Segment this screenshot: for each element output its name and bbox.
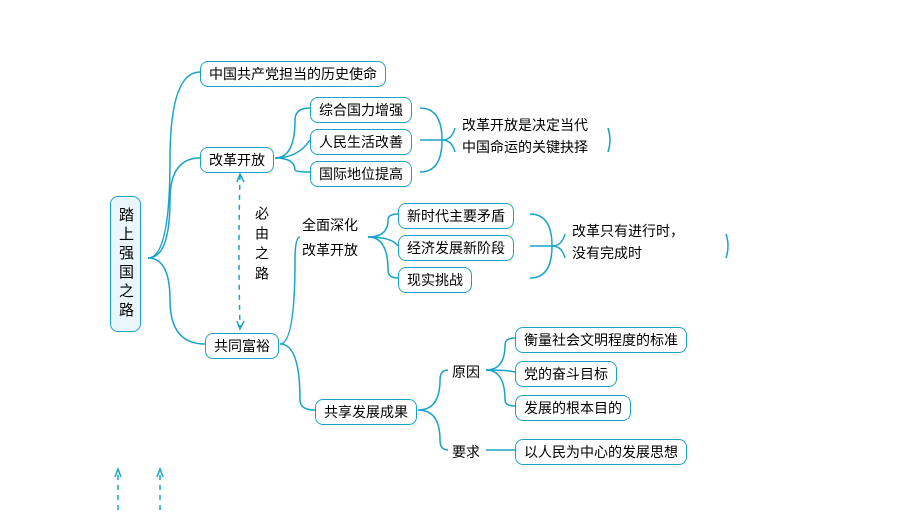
deepen-col1-line1: 全面深化 bbox=[302, 215, 358, 235]
root-node: 踏上强国之路 bbox=[110, 196, 141, 332]
node-deepen-c2: 经济发展新阶段 bbox=[398, 235, 514, 261]
reform-c2-label: 人民生活改善 bbox=[319, 136, 403, 151]
callout-2: 改革只有进行时， 没有完成时 bbox=[572, 222, 684, 267]
share-k1: 原因 bbox=[452, 362, 480, 382]
node-reform-c1: 综合国力增强 bbox=[310, 97, 412, 123]
share-k2: 要求 bbox=[452, 442, 480, 462]
deepen-c2-label: 经济发展新阶段 bbox=[407, 242, 505, 257]
node-prosperity: 共同富裕 bbox=[205, 333, 279, 359]
share-r4-label: 以人民为中心的发展思想 bbox=[524, 446, 678, 461]
node-reform: 改革开放 bbox=[200, 147, 274, 173]
node-deepen-c1: 新时代主要矛盾 bbox=[398, 203, 514, 229]
node-share-r2: 党的奋斗目标 bbox=[515, 361, 617, 387]
deepen-col1-line2: 改革开放 bbox=[302, 240, 358, 260]
node-share-r1: 衡量社会文明程度的标准 bbox=[515, 327, 687, 353]
reform-c3-label: 国际地位提高 bbox=[319, 168, 403, 183]
deepen-c1-label: 新时代主要矛盾 bbox=[407, 210, 505, 225]
node-share-r4: 以人民为中心的发展思想 bbox=[515, 439, 687, 465]
share-r3-label: 发展的根本目的 bbox=[524, 402, 622, 417]
callout1-line1: 改革开放是决定当代 bbox=[462, 116, 588, 138]
node-reform-c2: 人民生活改善 bbox=[310, 129, 412, 155]
node-mission-label: 中国共产党担当的历史使命 bbox=[209, 68, 377, 83]
node-share-r3: 发展的根本目的 bbox=[515, 395, 631, 421]
share-r2-label: 党的奋斗目标 bbox=[524, 368, 608, 383]
node-reform-c3: 国际地位提高 bbox=[310, 161, 412, 187]
share-r1-label: 衡量社会文明程度的标准 bbox=[524, 334, 678, 349]
callout-1: 改革开放是决定当代 中国命运的关键抉择 bbox=[462, 116, 588, 161]
deepen-c3-label: 现实挑战 bbox=[407, 274, 463, 289]
callout2-line1: 改革只有进行时， bbox=[572, 222, 684, 244]
node-reform-label: 改革开放 bbox=[209, 154, 265, 169]
vertical-label: 必由之路 bbox=[250, 206, 270, 286]
callout2-line2: 没有完成时 bbox=[572, 244, 684, 266]
node-share: 共享发展成果 bbox=[315, 399, 417, 425]
share-label: 共享发展成果 bbox=[324, 406, 408, 421]
root-label: 踏上强国之路 bbox=[117, 207, 133, 321]
reform-c1-label: 综合国力增强 bbox=[319, 104, 403, 119]
node-prosperity-label: 共同富裕 bbox=[214, 340, 270, 355]
callout1-line2: 中国命运的关键抉择 bbox=[462, 138, 588, 160]
node-deepen-c3: 现实挑战 bbox=[398, 267, 472, 293]
node-mission: 中国共产党担当的历史使命 bbox=[200, 61, 386, 87]
